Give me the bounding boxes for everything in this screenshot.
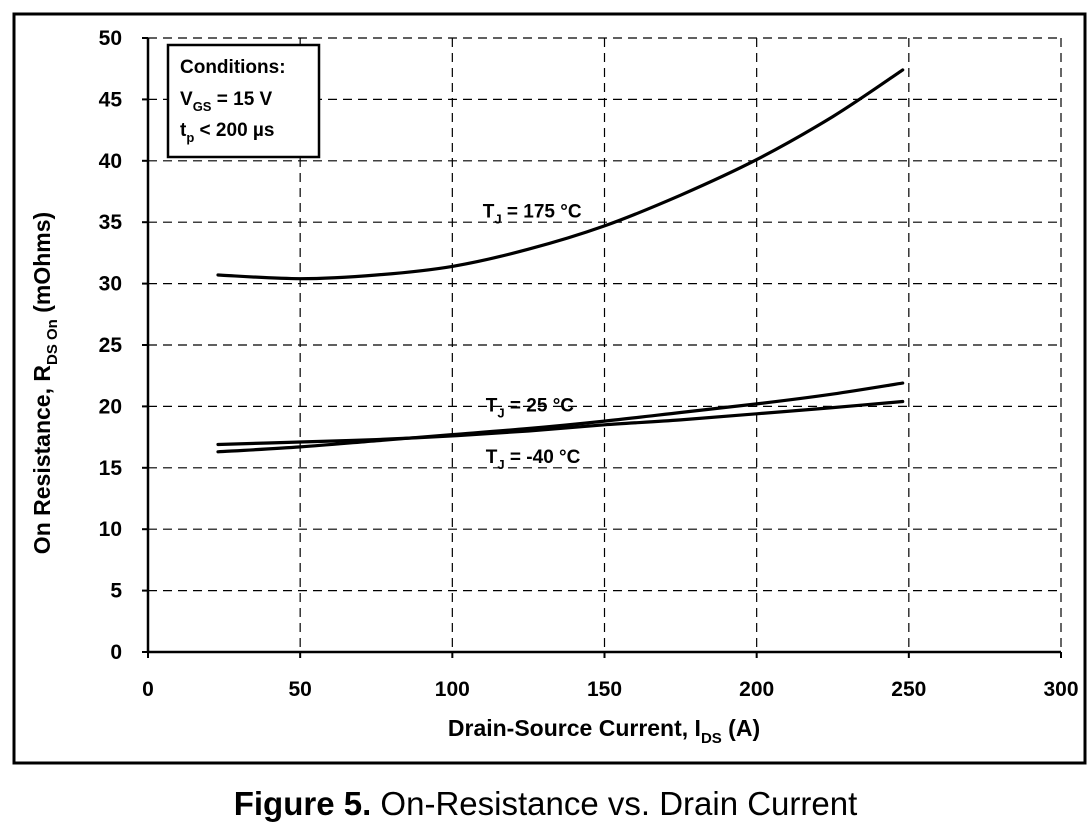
y-tick-label: 30 [99,273,122,296]
series-line-tj-175c [216,68,905,281]
y-tick-label: 10 [99,518,122,541]
series-line-tj-minus40c [216,399,905,447]
conditions-frame [166,43,321,159]
series-label-tj-minus40c: TJ = -40 °C [486,447,581,472]
y-tick-label: 0 [110,641,122,664]
y-tick-label: 50 [99,27,122,50]
x-tick-label: 200 [739,678,774,701]
y-tick-label: 25 [99,334,123,357]
series-label-tj-175c: TJ = 175 °C [483,201,582,226]
figure-caption: Figure 5. On-Resistance vs. Drain Curren… [0,784,1091,824]
y-tick-label: 15 [99,457,123,480]
conditions-vgs: VGS = 15 V [180,89,273,114]
conditions-tp: tp < 200 µs [180,120,274,145]
y-tick-label: 20 [99,395,122,418]
y-tick-label: 40 [99,150,122,173]
caption-text: On-Resistance vs. Drain Current [371,785,858,822]
series-label-tj-25c: TJ = 25 °C [486,395,575,420]
grid [148,37,1062,652]
x-tick-label: 150 [587,678,622,701]
caption-number: Figure 5. [233,785,372,822]
x-tick-label: 50 [288,678,311,701]
x-tick-label: 250 [891,678,926,701]
conditions-box: Conditions: VGS = 15 V tp < 200 µs [166,43,321,159]
series-label-text: TJ = -40 °C [486,447,581,472]
conditions-title: Conditions: [180,57,286,78]
x-tick-label: 300 [1043,678,1078,701]
y-axis-title: On Resistance, RDS On (mOhms) [29,212,61,554]
axes: 0 5 10 15 20 25 30 35 40 45 50 0 50 100 150 200 250 300 [99,27,1079,701]
x-axis-title: Drain-Source Current, IDS (A) [448,715,760,747]
y-tick-label: 5 [110,580,122,603]
y-tick-label: 35 [99,211,123,234]
x-tick-label: 100 [435,678,470,701]
series-lines [216,68,905,454]
series-label-text: TJ = 175 °C [483,201,582,226]
series-label-text: TJ = 25 °C [486,395,575,420]
x-tick-label: 0 [142,678,154,701]
series-line-tj-25c [216,381,905,454]
series-labels: TJ = 175 °C TJ = 25 °C TJ = -40 °C [483,201,582,472]
y-tick-label: 45 [99,88,123,111]
